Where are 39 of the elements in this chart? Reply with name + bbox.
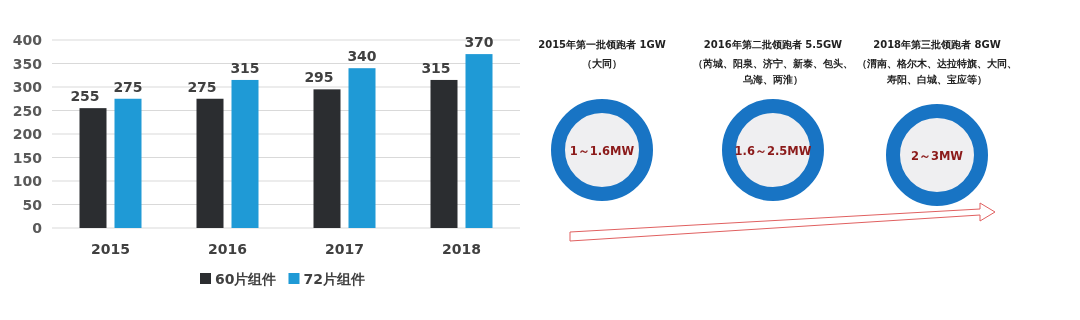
bar xyxy=(79,108,107,228)
y-tick-label: 50 xyxy=(22,196,43,213)
bar xyxy=(465,54,493,228)
data-label: 255 xyxy=(70,88,100,105)
text: 2018年第三批领跑者 8GW xyxy=(872,38,1002,52)
x-tick-label: 2017 xyxy=(325,241,364,257)
legend-label: 72片组件 xyxy=(303,271,365,287)
text: （渭南、格尔木、达拉特旗、大同、寿阳、白城、宝应等） xyxy=(857,57,1017,87)
text: 2016年第二批领跑者 5.5GW xyxy=(702,38,844,52)
legend-label: 60片组件 xyxy=(215,271,277,287)
bar xyxy=(313,89,341,228)
y-tick-label: 350 xyxy=(12,55,43,72)
y-tick-label: 400 xyxy=(12,32,43,48)
data-label: 275 xyxy=(187,78,217,95)
text: （芮城、阳泉、济宁、新泰、包头、乌海、两淮） xyxy=(693,57,853,87)
bar xyxy=(196,98,224,228)
bar xyxy=(231,79,259,228)
data-label: 315 xyxy=(230,59,260,76)
y-tick-label: 150 xyxy=(12,149,43,166)
text: 2015年第一批领跑者 1GW xyxy=(537,38,667,52)
data-label: 340 xyxy=(347,48,377,65)
x-tick-label: 2018 xyxy=(442,241,481,257)
x-tick-label: 2015 xyxy=(91,241,130,257)
bar xyxy=(430,79,458,228)
bar xyxy=(348,68,376,228)
text: （大同） xyxy=(581,57,623,71)
y-tick-label: 100 xyxy=(12,173,43,189)
y-tick-label: 250 xyxy=(12,102,43,119)
x-tick-label: 2016 xyxy=(208,241,247,257)
text: 2～3MW xyxy=(910,149,964,163)
text: 1～1.6MW xyxy=(569,144,635,158)
bar xyxy=(114,98,142,228)
y-tick-label: 200 xyxy=(12,126,43,142)
data-label: 295 xyxy=(304,69,334,86)
y-tick-label: 0 xyxy=(32,220,43,236)
data-label: 315 xyxy=(421,59,451,76)
y-tick-label: 300 xyxy=(12,79,43,95)
data-label: 275 xyxy=(113,78,143,95)
data-label: 370 xyxy=(464,34,494,51)
